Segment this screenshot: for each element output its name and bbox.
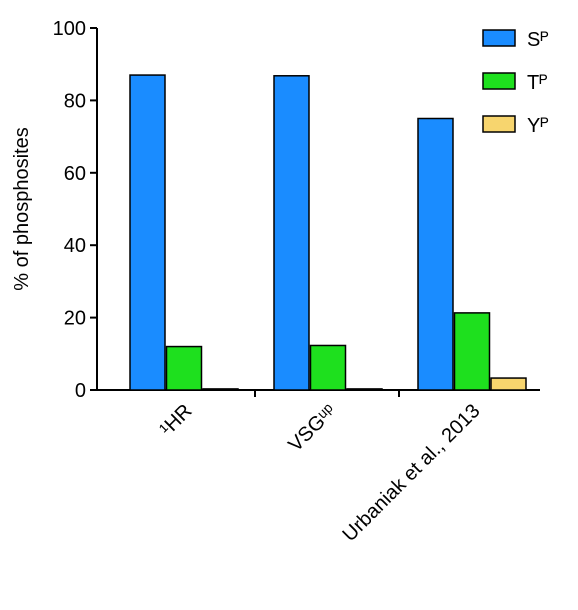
- legend-swatch: [482, 29, 516, 47]
- x-tick-label: VSGᵘᵖ: [284, 400, 340, 456]
- legend-swatch: [482, 72, 516, 90]
- y-axis-label: % of phosphosites: [11, 127, 33, 290]
- y-tick-label: 40: [64, 235, 86, 257]
- legend-swatch: [482, 115, 516, 133]
- bar: [490, 377, 527, 391]
- bar: [129, 74, 166, 391]
- y-tick-label: 100: [53, 18, 86, 40]
- bar: [453, 312, 491, 391]
- y-tick-label: 80: [64, 90, 86, 112]
- x-tick-label: ¹HR: [156, 400, 197, 441]
- bar: [417, 117, 454, 391]
- legend-label: Tᴾ: [527, 72, 548, 94]
- legend-label: Yᴾ: [527, 115, 549, 137]
- y-tick-label: 60: [64, 163, 86, 185]
- bar: [309, 344, 347, 391]
- bar: [346, 388, 383, 391]
- bar: [273, 75, 310, 391]
- y-tick-label: 0: [75, 380, 86, 402]
- x-tick-label: Urbaniak et al., 2013: [338, 400, 484, 546]
- bar: [165, 345, 203, 391]
- y-tick-label: 20: [64, 308, 86, 330]
- legend-label: Sᴾ: [527, 29, 549, 51]
- bar: [202, 388, 239, 391]
